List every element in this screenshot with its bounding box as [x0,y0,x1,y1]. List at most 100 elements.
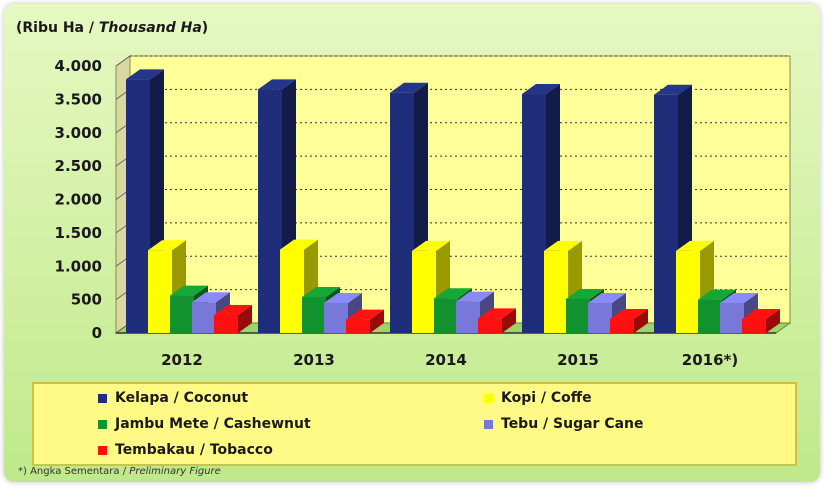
bar-side [238,304,252,333]
bar-top [478,308,516,319]
x-category-label: 2015 [557,351,599,369]
footnote-italic: Preliminary Figure [129,466,221,477]
bar-front [434,298,458,333]
bar-chart: (Ribu Ha / Thousand Ha) 0 500 1.000 1.500 2.0… [16,20,792,369]
bar-top [324,292,362,303]
x-category-label: 2014 [425,351,467,369]
bar-front [258,89,282,333]
legend-item: Kelapa / Coconut [98,390,248,406]
legend-item: Kopi / Coffe [484,390,592,406]
legend-swatch [98,419,107,429]
bar-top [720,292,758,303]
bar-top [280,239,318,250]
wall-tick [115,55,131,67]
chart-frame: (Ribu Ha / Thousand Ha) 0 500 1.000 1.500 2.0… [4,4,820,482]
bar-front [676,250,700,333]
bar-side [634,308,648,333]
bar-top [610,308,648,319]
bar-top [742,308,780,319]
bar-top [346,309,384,320]
bar-side [502,308,516,333]
unit-label: (Ribu Ha / Thousand Ha) [16,20,208,36]
bar-front [170,295,194,333]
legend-swatch [98,393,107,403]
bar-top [390,82,428,93]
legend-item: Jambu Mete / Cashewnut [98,416,311,432]
bar-front [698,299,722,333]
bar-top [170,285,208,296]
bar [214,304,252,333]
legend-swatch [98,445,107,455]
y-tick-label: 500 [71,291,102,309]
bar-front [148,250,172,333]
y-tick-label: 2.000 [55,191,102,209]
bar-front [742,318,766,333]
bar-front [346,319,370,333]
bar-front [544,250,568,333]
bar-top [654,84,692,95]
bar-top [566,288,604,299]
legend-item: Tebu / Sugar Cane [484,416,644,432]
bar-top [698,289,736,300]
footnote: *) Angka Sementara / Preliminary Figure [18,466,221,477]
footnote-text: *) Angka Sementara / [18,466,127,477]
bar [478,308,516,333]
bar-top [456,291,494,302]
legend-label: Tembakau / Tobacco [115,442,273,458]
bar-front [610,318,634,333]
bar-front [654,94,678,333]
legend-swatch [484,393,493,403]
x-category-label: 2012 [161,351,203,369]
bar-top [258,79,296,90]
bar-front [280,249,304,333]
legend-label: Kopi / Coffe [501,390,592,406]
legend-label: Kelapa / Coconut [115,390,249,406]
bar-front [192,302,216,333]
bars [126,69,780,333]
y-tick-label: 1.500 [55,224,102,242]
legend: Kelapa / Coconut Kopi / Coffe Jambu Mete /… [32,382,797,466]
bar [346,309,384,333]
bar-top [302,286,340,297]
bar-top [412,240,450,251]
legend-label: Tebu / Sugar Cane [501,416,644,432]
y-tick-label: 1.000 [55,257,102,275]
y-tick-label: 4.000 [55,57,102,75]
bar-side [370,309,384,333]
bar-top [148,240,186,251]
bar-top [434,288,472,299]
bar-front [214,314,238,333]
bar-front [720,302,744,333]
bar-side [766,308,780,333]
y-tick-label: 3.000 [55,124,102,142]
legend-item: Tembakau / Tobacco [98,442,273,458]
x-category-label: 2016*) [682,351,738,369]
bar-top [192,292,230,303]
y-tick-label: 3.500 [55,90,102,108]
bar [610,308,648,333]
bar-top [676,240,714,251]
bar-front [566,298,590,333]
y-tick-label: 0 [92,324,102,342]
bar-top [588,292,626,303]
legend-label: Jambu Mete / Cashewnut [115,416,311,432]
bar-front [126,79,150,333]
bar-top [126,69,164,80]
bar-front [302,296,326,333]
bar-top [214,304,252,315]
bar-top [544,240,582,251]
bar-top [522,84,560,95]
legend-swatch [484,419,493,429]
bar [390,82,428,333]
x-category-label: 2013 [293,351,335,369]
y-tick-label: 2.500 [55,157,102,175]
bar [324,292,362,333]
bar-front [324,302,348,333]
bar-front [456,301,480,333]
bar-front [478,318,502,333]
bar-front [412,250,436,333]
bar-front [522,94,546,333]
bar-front [588,302,612,333]
bar [742,308,780,333]
bar-front [390,92,414,333]
